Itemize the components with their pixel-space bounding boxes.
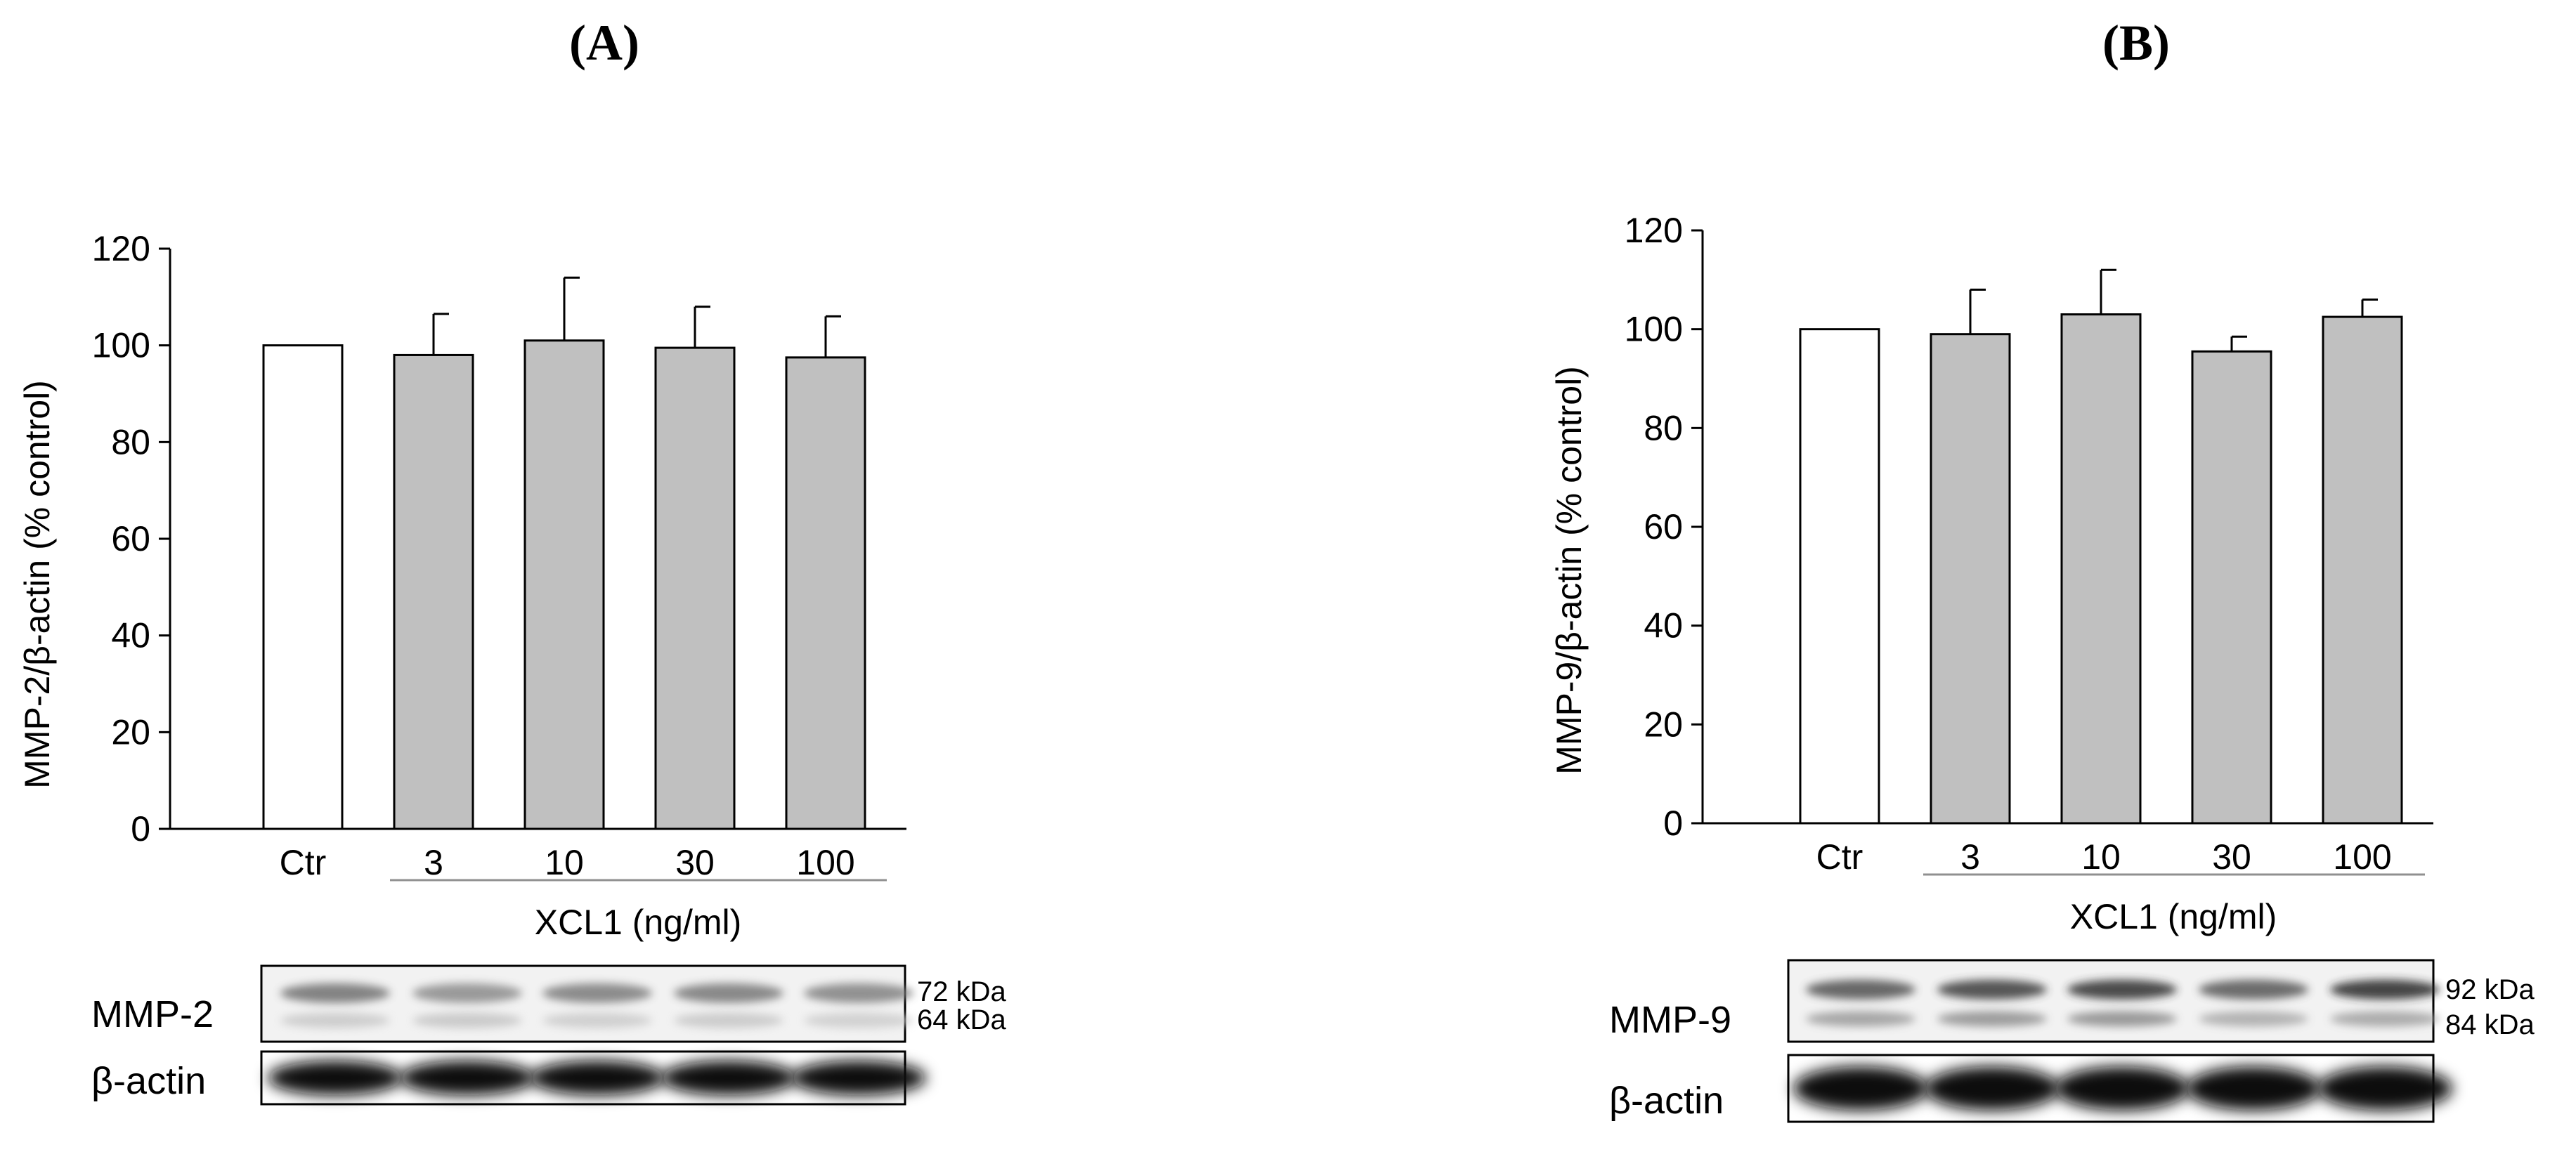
y-tick-label: 80 — [111, 422, 150, 461]
bar-Ctr — [262, 344, 344, 830]
bar-Ctr — [1799, 328, 1880, 825]
band-actin — [1925, 1066, 2060, 1111]
y-tick-label: 80 — [1644, 408, 1683, 447]
panel-a: (A) 0 20 40 60 80 100 120 Ctr 3 10 30 100 MMP-2/β-… — [18, 15, 1006, 1106]
blot-b-mmp-band-box — [1787, 959, 2435, 1043]
blot-b-actin-label: β-actin — [1609, 1080, 1724, 1122]
band-upper — [542, 983, 652, 1003]
band-lower — [280, 1012, 390, 1028]
band-actin — [268, 1060, 403, 1096]
chart-a-xgroup-label: XCL1 (ng/ml) — [535, 903, 742, 942]
y-tick-label: 20 — [1644, 705, 1683, 744]
x-tick-label-30: 30 — [675, 843, 715, 882]
blot-b-marker-1: 92 kDa — [2445, 974, 2535, 1005]
chart-b-bars: Ctr 3 10 30 100 — [1799, 268, 2403, 877]
band-actin — [2317, 1066, 2452, 1111]
blot-a: MMP-2 β-actin 72 kDa 64 kDa — [91, 964, 1006, 1106]
blot-b-mmp-bands — [1806, 979, 2440, 1027]
band-upper — [2330, 979, 2440, 1000]
band-actin — [530, 1060, 665, 1096]
y-tick-label: 40 — [1644, 606, 1683, 646]
panel-a-label: (A) — [569, 15, 639, 71]
x-tick-label-3: 3 — [1960, 837, 1980, 877]
band-upper — [1937, 979, 2047, 1000]
y-tick-label: 60 — [1644, 507, 1683, 546]
y-tick-label: 120 — [92, 229, 150, 268]
x-tick-label-Ctr: Ctr — [1816, 837, 1863, 877]
blot-b-actin-bands — [1793, 1066, 2452, 1111]
x-tick-label-100: 100 — [796, 843, 854, 882]
band-lower — [2067, 1011, 2177, 1027]
blot-a-mmp-band-box — [260, 964, 906, 1043]
chart-a-bars: Ctr 3 10 30 100 — [262, 276, 866, 882]
band-lower — [2330, 1011, 2440, 1027]
chart-b-ylabel: MMP-9/β-actin (% control) — [1549, 366, 1589, 775]
blot-b-row-label: MMP-9 — [1609, 999, 1731, 1041]
y-tick-label: 100 — [1625, 310, 1683, 349]
bar-10 — [2060, 313, 2142, 825]
band-actin — [2055, 1066, 2190, 1111]
bar-30 — [2191, 350, 2272, 825]
y-tick-label: 120 — [1625, 211, 1683, 250]
band-upper — [2067, 979, 2177, 1000]
band-actin — [1793, 1066, 1928, 1111]
blot-a-mmp-bands — [280, 983, 913, 1028]
x-tick-label-30: 30 — [2212, 837, 2251, 877]
band-upper — [674, 983, 783, 1003]
blot-a-marker-2: 64 kDa — [917, 1004, 1006, 1035]
bar-100 — [785, 356, 866, 830]
band-upper — [2199, 979, 2308, 1000]
chart-b-xgroup-label: XCL1 (ng/ml) — [2070, 897, 2277, 936]
x-tick-label-3: 3 — [424, 843, 443, 882]
blot-b-marker-2: 84 kDa — [2445, 1009, 2535, 1040]
chart-a-axes: 0 20 40 60 80 100 120 — [92, 229, 906, 849]
bar-10 — [523, 339, 605, 830]
band-actin — [400, 1060, 535, 1096]
band-actin — [791, 1060, 926, 1096]
x-tick-label-Ctr: Ctr — [280, 843, 327, 882]
band-upper — [804, 983, 913, 1003]
y-tick-label: 0 — [131, 809, 150, 849]
bar-3 — [1930, 333, 2011, 825]
x-tick-label-100: 100 — [2333, 837, 2391, 877]
band-lower — [1806, 1011, 1915, 1027]
bar-3 — [393, 353, 474, 830]
y-tick-label: 60 — [111, 519, 150, 558]
x-tick-label-10: 10 — [2081, 837, 2121, 877]
y-tick-label: 40 — [111, 616, 150, 655]
band-upper — [412, 983, 522, 1003]
blot-a-row-label: MMP-2 — [91, 993, 214, 1035]
blot-a-marker-1: 72 kDa — [917, 976, 1006, 1007]
panel-b: (B) 0 20 40 60 80 100 120 Ctr 3 10 30 100 MMP-9/β-… — [1549, 15, 2535, 1123]
band-upper — [1806, 979, 1915, 1000]
band-actin — [2186, 1066, 2321, 1111]
band-lower — [674, 1012, 783, 1028]
band-lower — [412, 1012, 522, 1028]
bar-100 — [2322, 315, 2403, 825]
y-tick-label: 0 — [1663, 804, 1683, 843]
chart-a-ylabel: MMP-2/β-actin (% control) — [18, 380, 57, 789]
blot-a-actin-label: β-actin — [91, 1060, 206, 1102]
panel-b-label: (B) — [2102, 15, 2170, 71]
y-tick-label: 100 — [92, 326, 150, 365]
chart-b-axes: 0 20 40 60 80 100 120 — [1625, 211, 2433, 843]
blot-a-actin-bands — [268, 1060, 926, 1096]
band-actin — [661, 1060, 796, 1096]
band-lower — [2199, 1011, 2308, 1027]
band-lower — [1937, 1011, 2047, 1027]
y-tick-label: 20 — [111, 712, 150, 752]
band-lower — [542, 1012, 652, 1028]
blot-b: MMP-9 β-actin 92 kDa 84 kDa — [1609, 959, 2535, 1123]
bar-30 — [654, 346, 736, 830]
x-tick-label-10: 10 — [545, 843, 584, 882]
band-upper — [280, 983, 390, 1003]
band-lower — [804, 1012, 913, 1028]
